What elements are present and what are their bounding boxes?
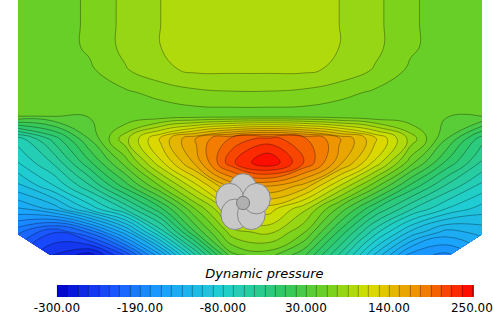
svg-text:250.00: 250.00 bbox=[451, 301, 493, 315]
svg-text:-300.00: -300.00 bbox=[34, 301, 80, 315]
svg-text:30.000: 30.000 bbox=[285, 301, 327, 315]
svg-text:Dynamic pressure: Dynamic pressure bbox=[205, 266, 323, 281]
svg-text:-80.000: -80.000 bbox=[200, 301, 246, 315]
svg-text:-190.00: -190.00 bbox=[117, 301, 163, 315]
svg-text:140.00: 140.00 bbox=[368, 301, 410, 315]
